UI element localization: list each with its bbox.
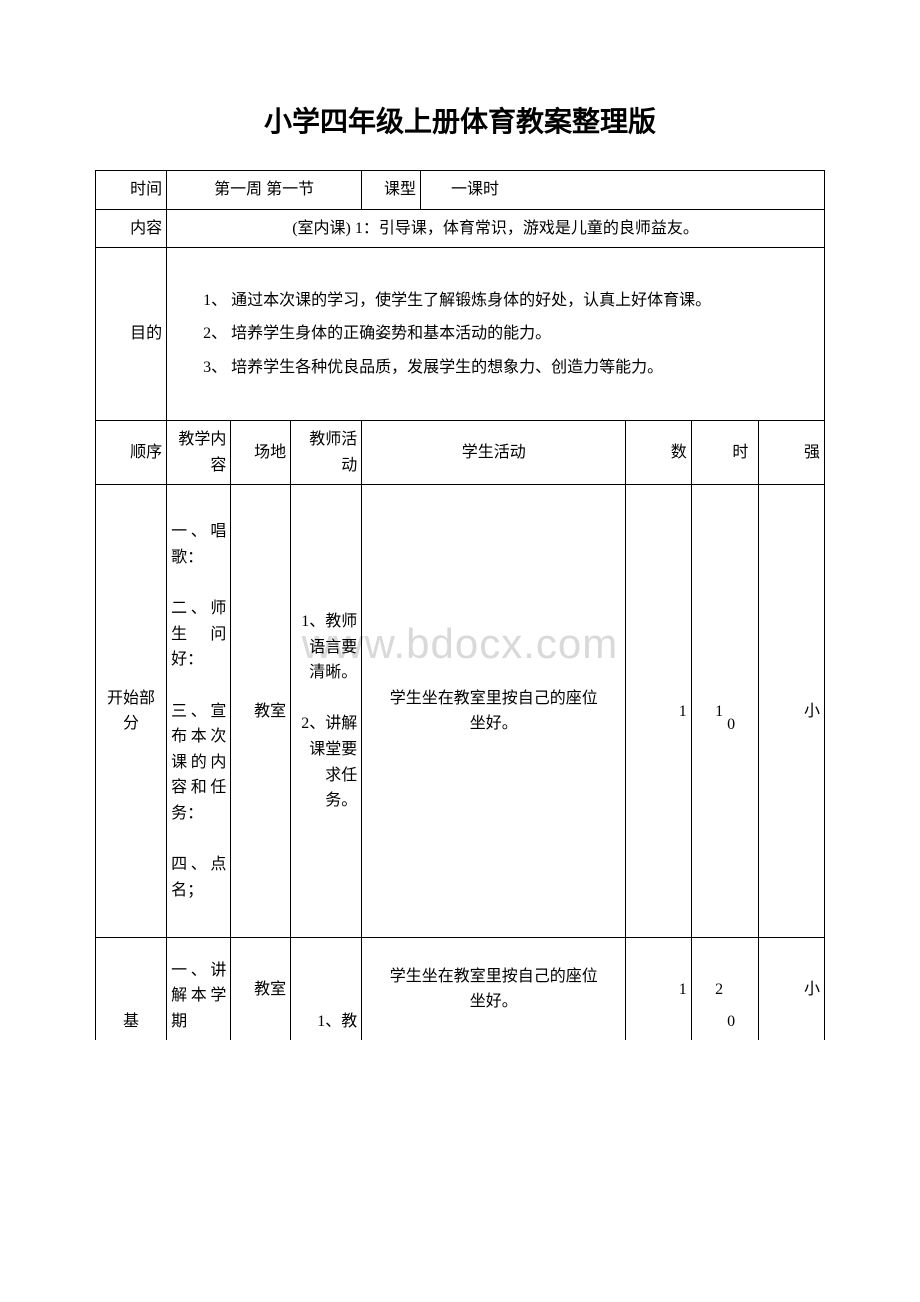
row-start: 开始部分 一、唱歌： 二、师生问好： 三、宣布本次课的内容和任务： 四、点名； … [96,485,825,938]
base-order: 基 [96,938,167,1041]
base-content: 一、讲解本学期 [167,938,231,1041]
hdr-order: 顺序 [96,421,167,485]
hdr-count: 数 [626,421,691,485]
hdr-teach-content: 教学内容 [167,421,231,485]
value-content: (室内课) 1：引导课，体育常识，游戏是儿童的良师益友。 [167,209,825,248]
label-ketype: 课型 [362,171,421,210]
start-teacher: 1、教师语言要清晰。 2、讲解课堂要求任务。 [291,485,362,938]
value-week: 第一周 第一节 [167,171,362,210]
hdr-place: 场地 [231,421,291,485]
row-time: 时间 第一周 第一节 课型 一课时 [96,171,825,210]
row-headers: 顺序 教学内容 场地 教师活动 学生活动 数 时 强 [96,421,825,485]
base-count: 1 [626,938,691,1041]
row-goal: 目的 1、 通过本次课的学习，使学生了解锻炼身体的好处，认真上好体育课。 2、 … [96,248,825,421]
row-content: 内容 (室内课) 1：引导课，体育常识，游戏是儿童的良师益友。 [96,209,825,248]
start-count: 1 [626,485,691,938]
base-place: 教室 [231,938,291,1041]
label-time: 时间 [96,171,167,210]
hdr-time: 时 [691,421,759,485]
base-intensity: 小 [759,938,825,1041]
start-intensity: 小 [759,485,825,938]
label-content: 内容 [96,209,167,248]
start-content: 一、唱歌： 二、师生问好： 三、宣布本次课的内容和任务： 四、点名； [167,485,231,938]
hdr-student-act: 学生活动 [362,421,626,485]
lesson-plan-table: 时间 第一周 第一节 课型 一课时 内容 (室内课) 1：引导课，体育常识，游戏… [95,170,825,1040]
start-order: 开始部分 [96,485,167,938]
hdr-teacher-act: 教师活动 [291,421,362,485]
base-student: 学生坐在教室里按自己的座位坐好。 [362,938,626,1041]
start-time-a: 1 [691,485,725,938]
goal-3: 3、 培养学生各种优良品质，发展学生的想象力、创造力等能力。 [171,355,820,381]
row-base: 基 一、讲解本学期 教室 1、教 学生坐在教室里按自己的座位坐好。 1 2 0 … [96,938,825,1041]
start-place: 教室 [231,485,291,938]
goal-1: 1、 通过本次课的学习，使学生了解锻炼身体的好处，认真上好体育课。 [171,288,820,314]
hdr-intensity: 强 [759,421,825,485]
value-ketype: 一课时 [420,171,824,210]
label-goal: 目的 [96,248,167,421]
start-time-b: 0 [725,485,759,938]
value-goal: 1、 通过本次课的学习，使学生了解锻炼身体的好处，认真上好体育课。 2、 培养学… [167,248,825,421]
goal-2: 2、 培养学生身体的正确姿势和基本活动的能力。 [171,321,820,347]
base-time-a: 2 [691,938,725,1041]
base-teacher: 1、教 [291,938,362,1041]
page-title: 小学四年级上册体育教案整理版 [95,100,825,140]
base-time-b: 0 [725,938,759,1041]
start-student: 学生坐在教室里按自己的座位坐好。 [362,485,626,938]
